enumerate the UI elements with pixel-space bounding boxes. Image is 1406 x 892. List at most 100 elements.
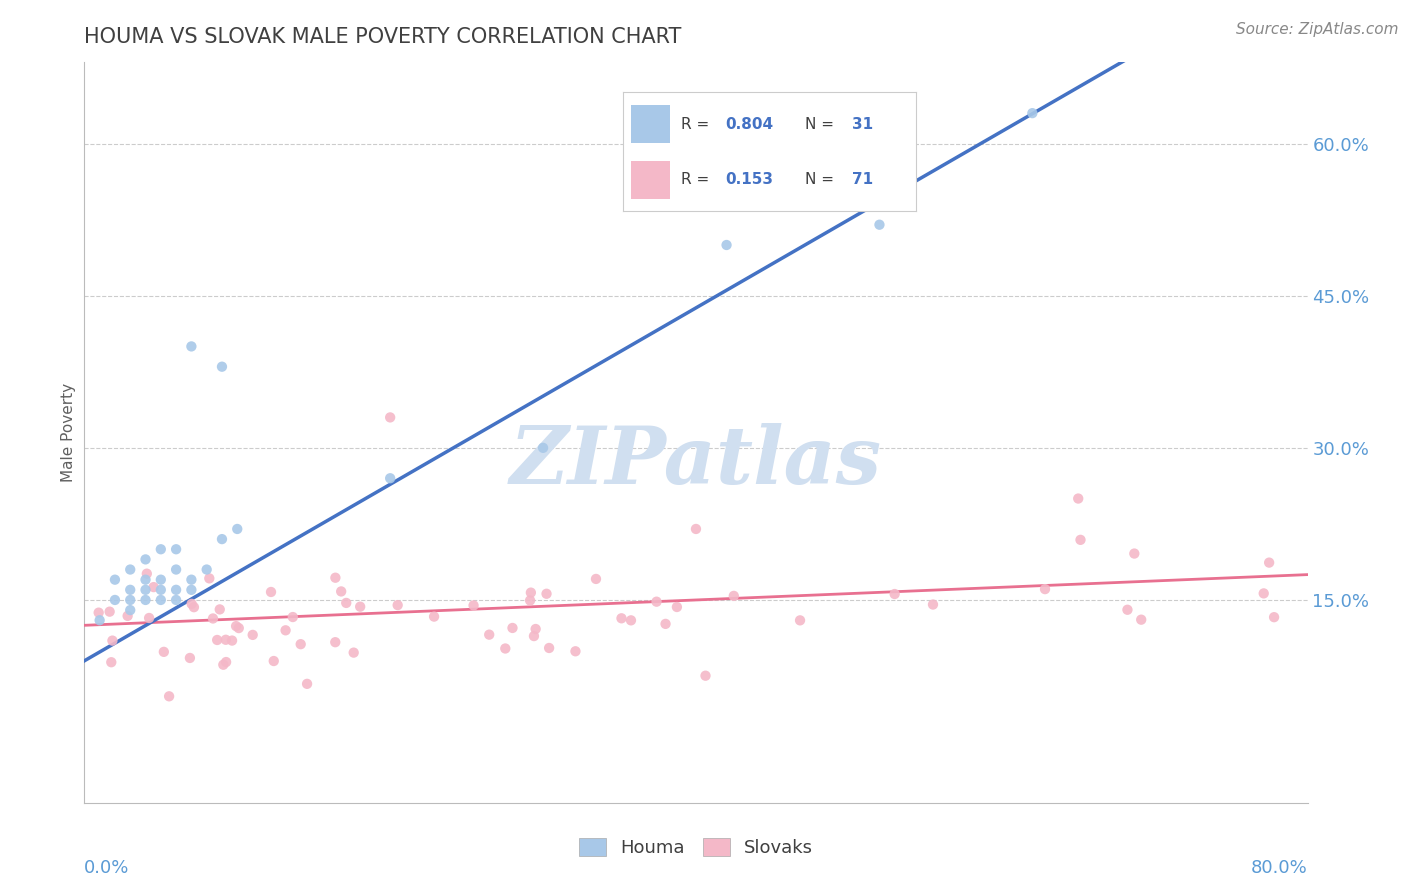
Point xyxy=(135,552,157,566)
Point xyxy=(135,582,157,597)
Point xyxy=(1033,582,1056,596)
Y-axis label: Male Poverty: Male Poverty xyxy=(60,383,76,483)
Point xyxy=(221,633,243,648)
Point xyxy=(215,655,238,669)
Text: 80.0%: 80.0% xyxy=(1251,859,1308,877)
Point xyxy=(585,572,607,586)
Point xyxy=(142,580,165,594)
Point xyxy=(1130,613,1153,627)
Point xyxy=(179,651,201,665)
Point xyxy=(195,562,218,576)
Point xyxy=(226,522,249,536)
Point xyxy=(323,635,346,649)
Point xyxy=(135,573,157,587)
Point xyxy=(165,562,187,576)
Point xyxy=(1263,610,1285,624)
Point xyxy=(120,603,142,617)
Point xyxy=(1067,491,1090,506)
Point xyxy=(211,359,233,374)
Point xyxy=(1021,106,1043,120)
Point xyxy=(423,609,446,624)
Point xyxy=(380,471,402,485)
Point xyxy=(138,611,160,625)
Point xyxy=(157,690,180,704)
Point xyxy=(180,582,202,597)
Point xyxy=(263,654,285,668)
Point xyxy=(295,677,318,691)
Point xyxy=(883,587,905,601)
Point xyxy=(180,573,202,587)
Text: 0.0%: 0.0% xyxy=(84,859,129,877)
Point xyxy=(201,611,224,625)
Point xyxy=(531,441,554,455)
Point xyxy=(225,619,247,633)
Point xyxy=(869,218,891,232)
Point xyxy=(519,593,541,607)
Point xyxy=(538,640,561,655)
Point xyxy=(149,582,172,597)
Point xyxy=(120,582,142,597)
Point xyxy=(104,593,127,607)
Point xyxy=(89,613,111,627)
Point xyxy=(685,522,707,536)
Point xyxy=(228,621,250,635)
Point xyxy=(104,573,127,587)
Text: Source: ZipAtlas.com: Source: ZipAtlas.com xyxy=(1236,22,1399,37)
Point xyxy=(1069,533,1091,547)
Point xyxy=(211,532,233,546)
Point xyxy=(180,597,202,611)
Text: HOUMA VS SLOVAK MALE POVERTY CORRELATION CHART: HOUMA VS SLOVAK MALE POVERTY CORRELATION… xyxy=(84,27,682,47)
Point xyxy=(1253,586,1275,600)
Point xyxy=(716,238,738,252)
Point xyxy=(695,669,717,683)
Point xyxy=(1123,547,1146,561)
Point xyxy=(135,566,157,581)
Point xyxy=(523,629,546,643)
Point xyxy=(1116,603,1139,617)
Point xyxy=(520,585,543,599)
Point xyxy=(260,585,283,599)
Point xyxy=(117,608,139,623)
Point xyxy=(180,339,202,353)
Point xyxy=(494,641,516,656)
Point xyxy=(478,627,501,641)
Point xyxy=(165,542,187,557)
Point xyxy=(501,621,523,635)
Point xyxy=(330,584,353,599)
Point xyxy=(387,598,409,612)
Point xyxy=(325,571,347,585)
Point xyxy=(165,593,187,607)
Point xyxy=(205,632,228,647)
Point xyxy=(343,646,366,660)
Point xyxy=(212,657,235,672)
Point xyxy=(463,599,485,613)
Legend: Houma, Slovaks: Houma, Slovaks xyxy=(571,830,821,864)
Point xyxy=(274,624,297,638)
Point xyxy=(380,410,402,425)
Text: ZIPatlas: ZIPatlas xyxy=(510,424,882,501)
Point xyxy=(101,633,124,648)
Point xyxy=(100,655,122,669)
Point xyxy=(135,593,157,607)
Point xyxy=(290,637,312,651)
Point xyxy=(153,645,176,659)
Point xyxy=(149,573,172,587)
Point xyxy=(564,644,586,658)
Point xyxy=(281,610,304,624)
Point xyxy=(524,622,547,636)
Point xyxy=(87,606,110,620)
Point xyxy=(922,598,945,612)
Point xyxy=(242,628,264,642)
Point xyxy=(198,571,221,585)
Point xyxy=(536,587,558,601)
Point xyxy=(645,595,668,609)
Point xyxy=(723,589,745,603)
Point xyxy=(120,593,142,607)
Point xyxy=(215,632,238,647)
Point xyxy=(183,600,205,615)
Point xyxy=(149,542,172,557)
Point xyxy=(165,582,187,597)
Point xyxy=(654,616,676,631)
Point xyxy=(665,599,688,614)
Point xyxy=(208,602,231,616)
